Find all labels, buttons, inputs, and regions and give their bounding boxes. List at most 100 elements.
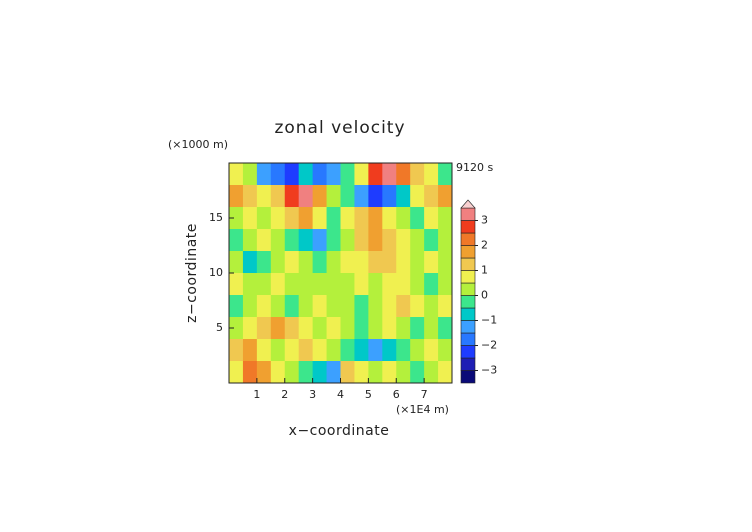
cell <box>368 229 383 252</box>
cell <box>229 317 244 340</box>
colorbar-band <box>460 307 476 321</box>
cell <box>298 185 314 208</box>
y-tick-label: 5 <box>216 321 223 334</box>
cell <box>312 295 328 318</box>
cell <box>242 229 258 252</box>
cell <box>368 207 383 230</box>
colorbar-tick-label: −3 <box>481 364 497 377</box>
cell <box>396 163 411 186</box>
cell <box>368 339 383 362</box>
cell <box>424 361 439 384</box>
colorbar-band <box>460 357 476 371</box>
colorbar-band <box>460 245 476 259</box>
cell <box>242 317 258 340</box>
cell <box>284 317 300 340</box>
cell <box>382 185 397 208</box>
cell <box>438 229 453 252</box>
cell <box>424 339 439 362</box>
cell <box>410 163 425 186</box>
cell <box>270 273 286 296</box>
cell <box>284 295 300 318</box>
cell <box>312 207 328 230</box>
y-axis-label: z−coordinate <box>184 223 200 323</box>
cell <box>326 251 341 274</box>
colorbar-tick-label: 3 <box>481 214 488 227</box>
cell <box>242 251 258 274</box>
cell <box>326 229 341 252</box>
cell <box>354 339 369 362</box>
cell <box>326 295 341 318</box>
cell <box>256 361 272 384</box>
cell <box>312 251 328 274</box>
cell <box>424 251 439 274</box>
cell <box>368 273 383 296</box>
x-tick-label: 6 <box>393 388 400 401</box>
cell <box>438 273 453 296</box>
x-unit: (×1E4 m) <box>396 403 449 416</box>
cell <box>256 273 272 296</box>
cell <box>298 229 314 252</box>
cell <box>438 317 453 340</box>
colorbar-tick-label: 0 <box>481 289 488 302</box>
cell <box>298 163 314 186</box>
cell <box>298 295 314 318</box>
cell <box>284 185 300 208</box>
cell <box>438 295 453 318</box>
cell <box>256 295 272 318</box>
cell <box>410 207 425 230</box>
colorbar-tick-label: −2 <box>481 339 497 352</box>
cell <box>256 207 272 230</box>
cell <box>284 339 300 362</box>
cell <box>410 251 425 274</box>
cell <box>368 163 383 186</box>
cell <box>270 185 286 208</box>
cell <box>298 251 314 274</box>
cell <box>424 273 439 296</box>
cell <box>424 229 439 252</box>
cell <box>284 229 300 252</box>
cell <box>312 229 328 252</box>
cell <box>410 229 425 252</box>
cell <box>256 251 272 274</box>
cell <box>354 295 369 318</box>
cell <box>382 251 397 274</box>
cell <box>396 273 411 296</box>
cell <box>326 207 341 230</box>
cell <box>354 185 369 208</box>
y-unit: (×1000 m) <box>168 138 228 151</box>
cell <box>410 339 425 362</box>
cell <box>270 163 286 186</box>
cell <box>424 163 439 186</box>
cell <box>368 295 383 318</box>
cell <box>340 163 355 186</box>
cell <box>256 185 272 208</box>
cell <box>424 295 439 318</box>
cell <box>284 273 300 296</box>
cell <box>340 295 355 318</box>
cell <box>229 251 244 274</box>
cell <box>368 317 383 340</box>
colorbar-band <box>460 345 476 359</box>
cell <box>298 317 314 340</box>
cell <box>354 229 369 252</box>
cell <box>410 361 425 384</box>
cell <box>242 339 258 362</box>
cell <box>312 273 328 296</box>
colorbar-band <box>460 207 476 221</box>
cell <box>396 317 411 340</box>
cell <box>438 251 453 274</box>
colorbar-band <box>460 270 476 284</box>
chart-title: zonal velocity <box>274 118 405 138</box>
colorbar-over <box>460 199 476 209</box>
cell <box>284 163 300 186</box>
cell <box>298 207 314 230</box>
cell <box>326 163 341 186</box>
cell <box>396 229 411 252</box>
cell <box>368 185 383 208</box>
cell <box>410 185 425 208</box>
cell <box>326 361 341 384</box>
cell <box>424 317 439 340</box>
cell <box>298 273 314 296</box>
cell <box>382 317 397 340</box>
